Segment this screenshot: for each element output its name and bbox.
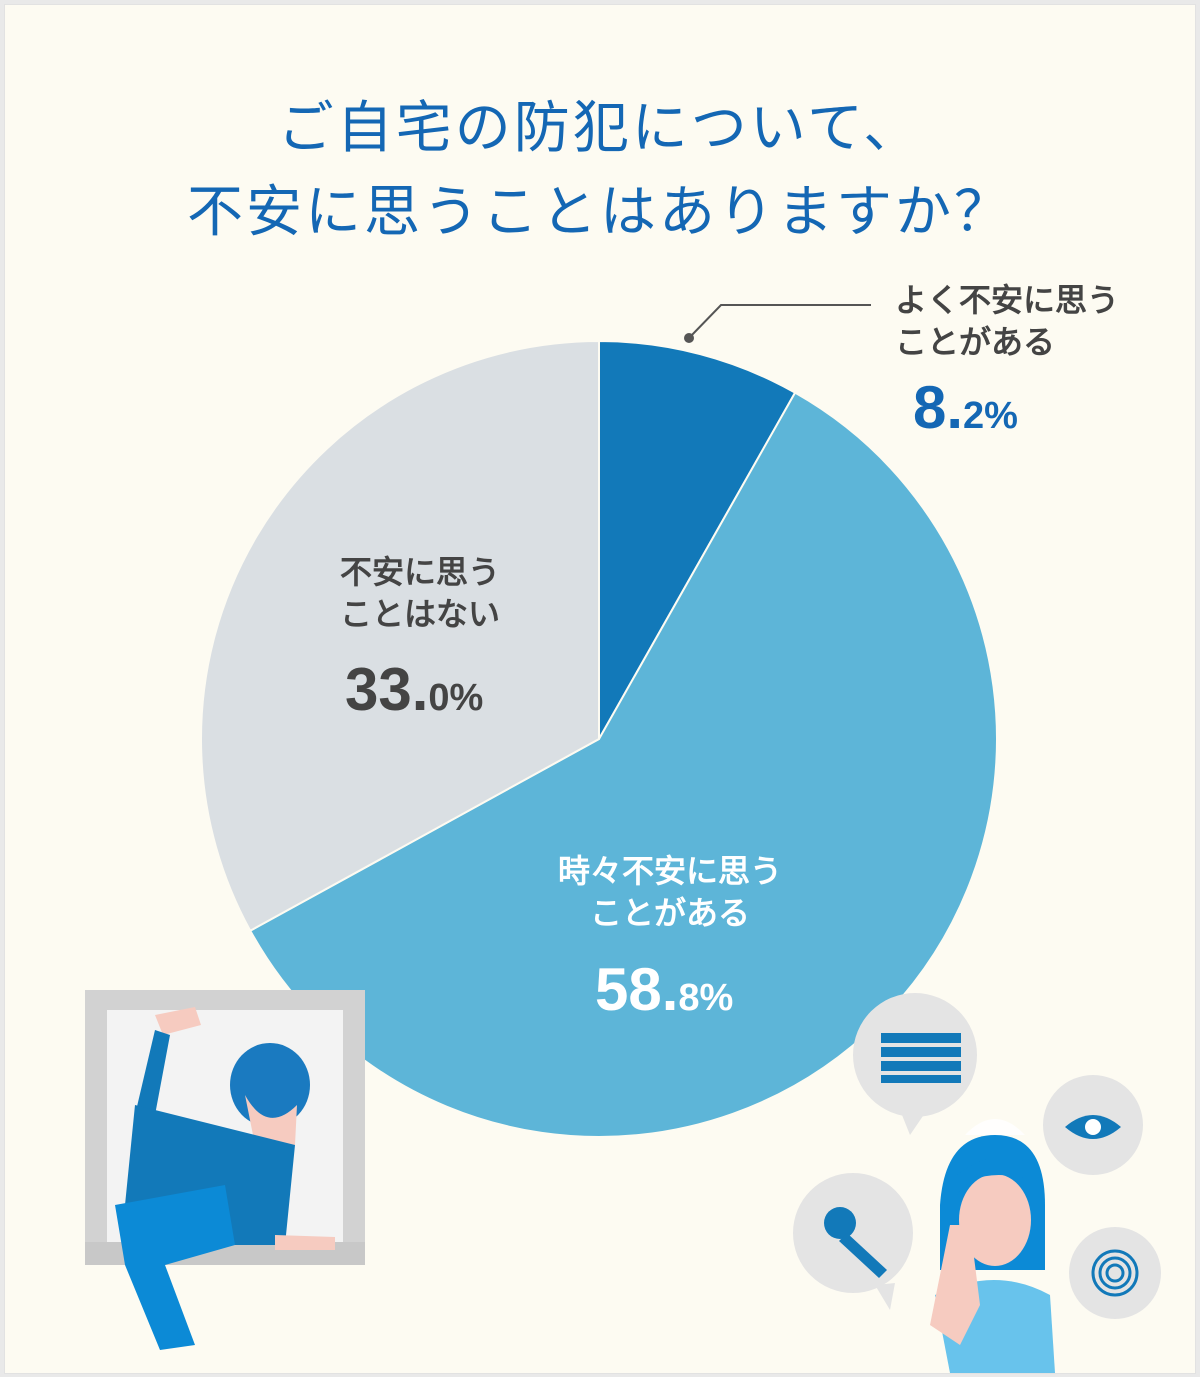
label-never-line-2: ことはない [339,595,500,633]
label-sometimes-line-2: ことがある [589,894,750,932]
label-sometimes-line-1: 時々不安に思う [557,852,782,890]
slice-often [598,339,797,743]
key-bubble [793,1173,913,1310]
burglar-illustration [85,990,365,1350]
infographic: ご自宅の防犯について、 不安に思うことはありますか？ [4,4,1196,1374]
title-line-1: ご自宅の防犯について、 [277,96,923,161]
eye-bubble [1043,1075,1143,1175]
leader-line [688,304,871,339]
label-sometimes: 時々不安に思う ことがある [525,850,815,934]
title-line-2: 不安に思うことはありますか？ [187,180,1013,245]
label-never: 不安に思う ことはない [305,551,535,635]
label-often-line-2: ことがある [895,323,1056,361]
label-never-line-1: 不安に思う [339,553,500,591]
pie-chart [85,304,1161,1373]
slice-never [200,339,600,933]
pct-sometimes: 58.8% [595,956,734,1023]
leader-dot [684,333,694,343]
label-often-line-1: よく不安に思う [895,281,1120,319]
label-often: よく不安に思う ことがある [895,279,1119,363]
brick-wall-bubble [853,993,977,1135]
pct-often: 8.2% [913,374,1018,441]
pct-never: 33.0% [345,656,484,723]
fingerprint-bubble [1069,1227,1161,1319]
woman-illustration [930,1119,1055,1373]
